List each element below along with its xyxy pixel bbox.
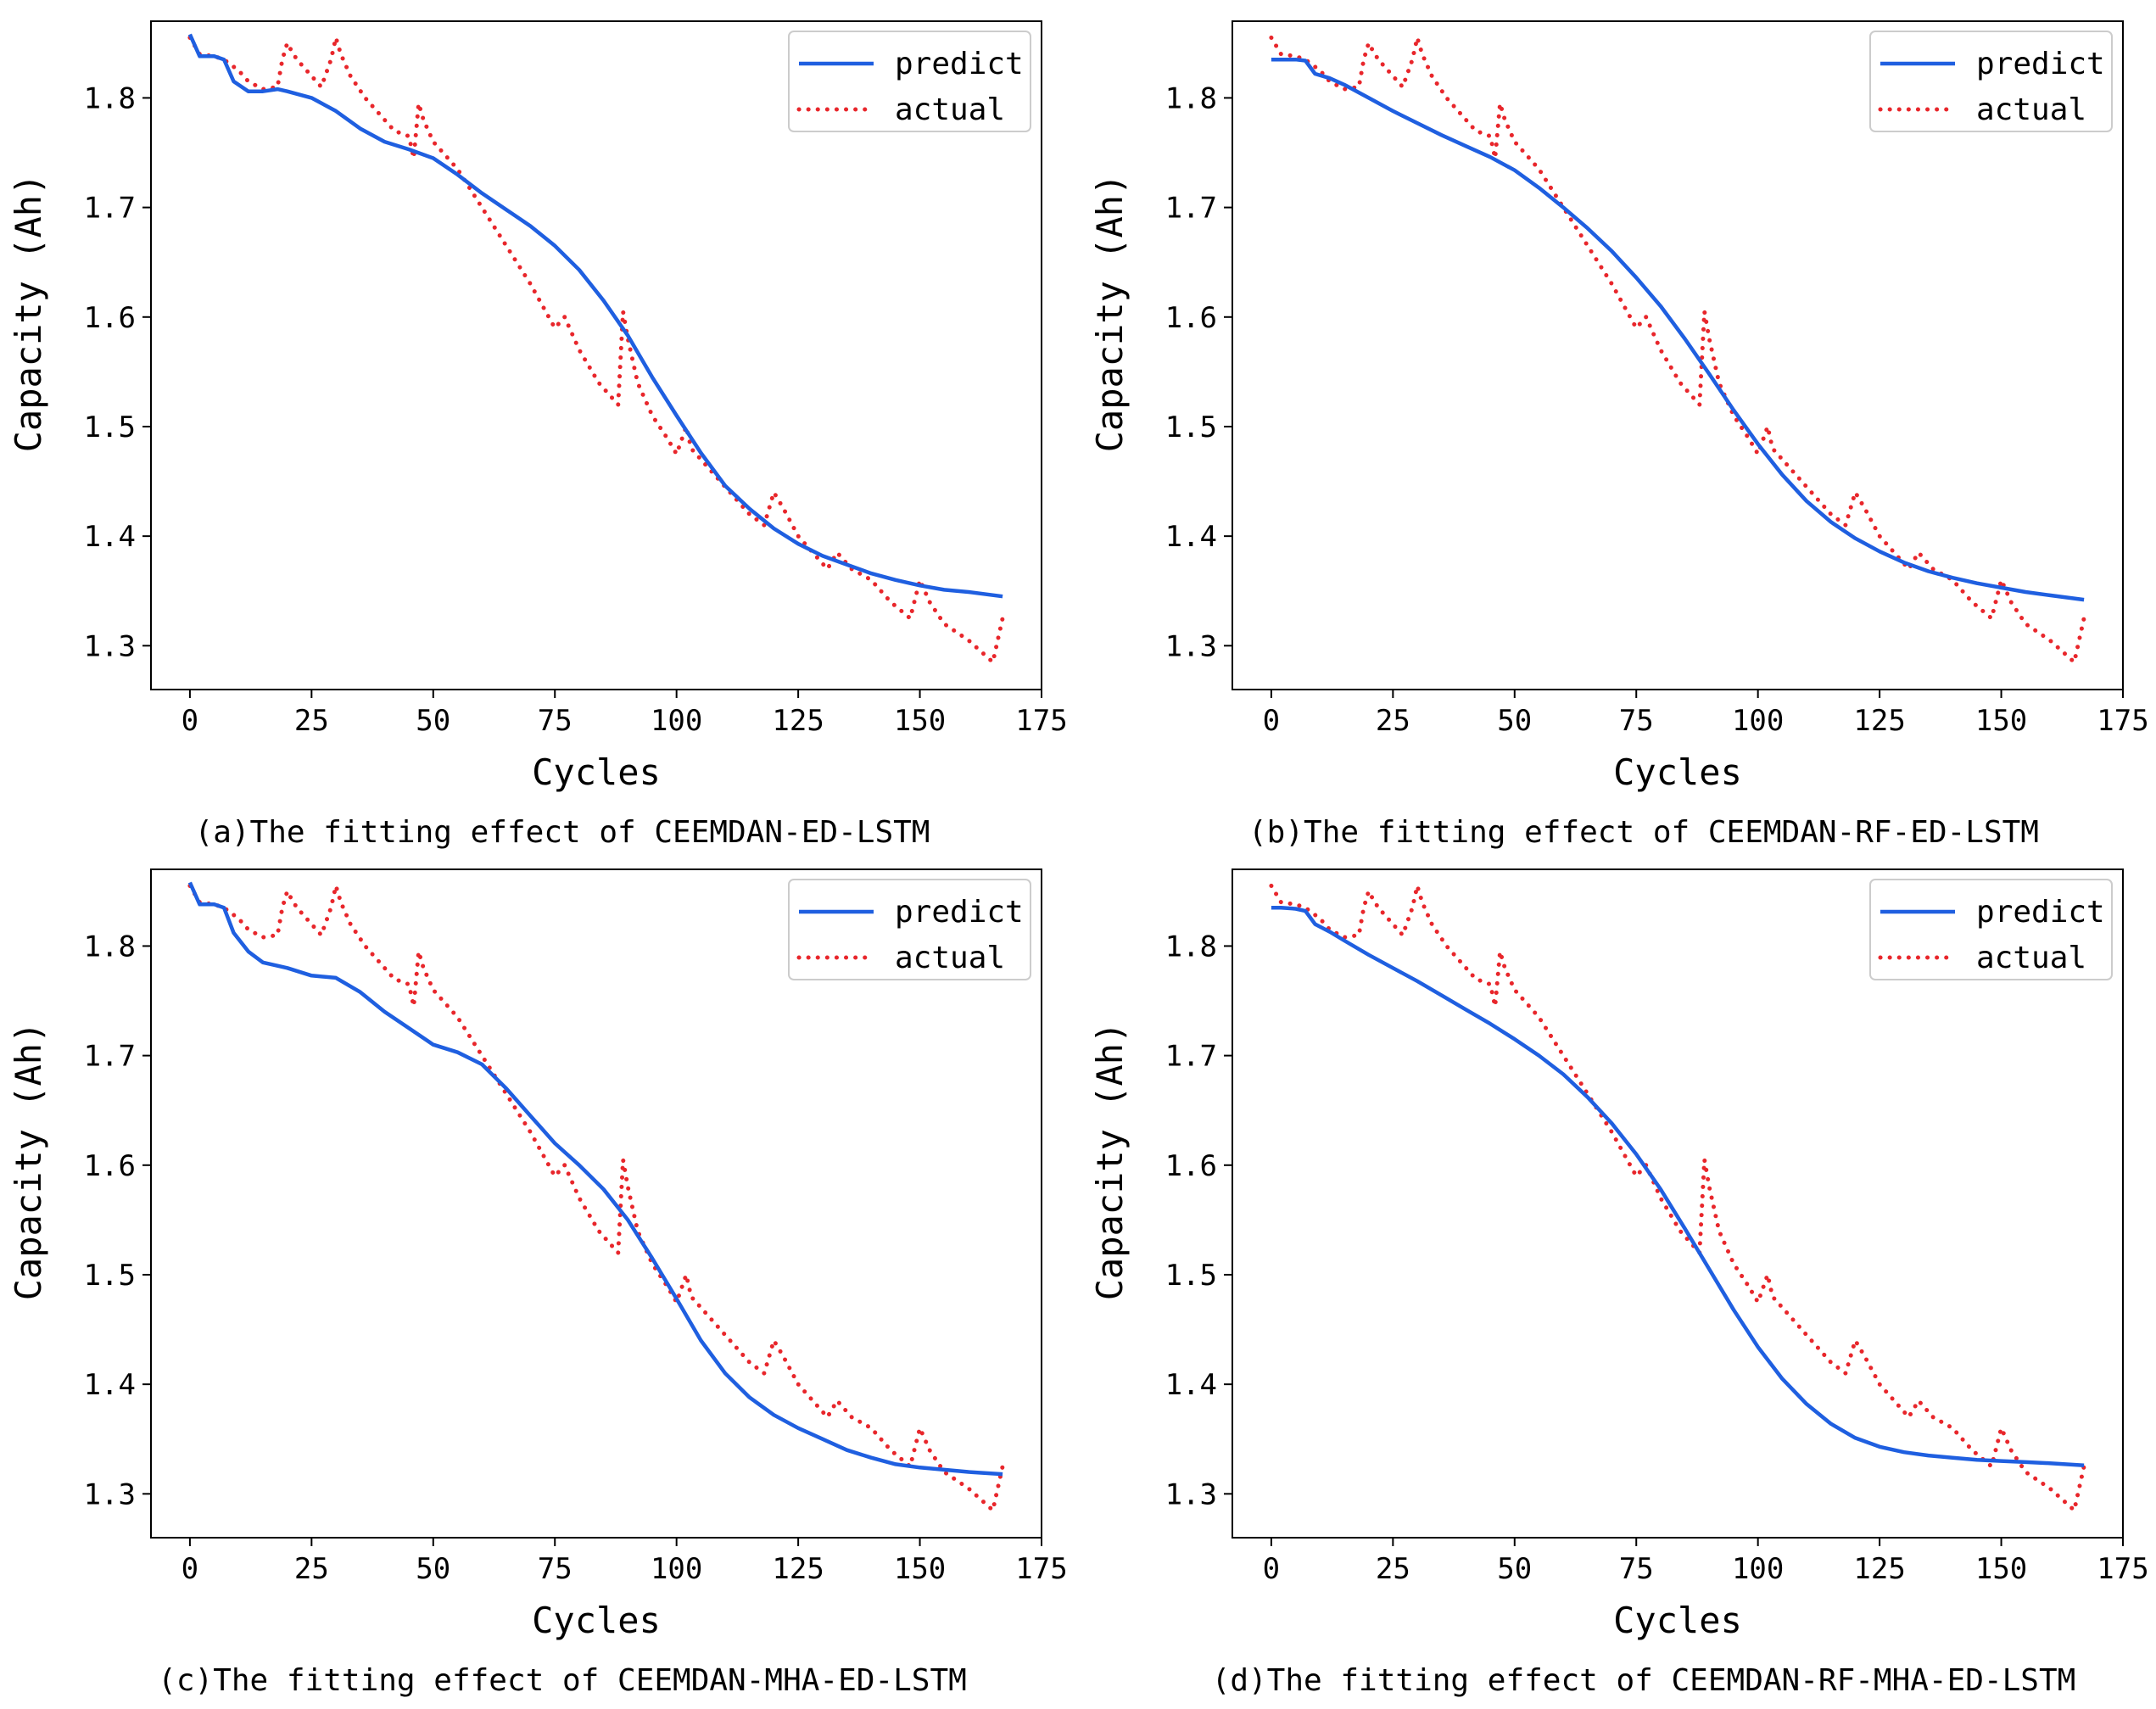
legend-label-actual: actual	[895, 941, 1005, 975]
y-tick-label: 1.6	[1165, 1149, 1217, 1183]
plot-frame	[150, 868, 1042, 1539]
y-tick-label: 1.4	[84, 520, 136, 554]
x-tick-label: 125	[772, 1552, 824, 1586]
x-tick-label: 100	[1732, 704, 1784, 738]
legend-box	[1869, 879, 2113, 980]
y-axis-label: Capacity (Ah)	[1089, 174, 1131, 453]
legend-label-predict: predict	[895, 47, 1024, 81]
x-tick-label: 50	[1497, 1552, 1532, 1586]
y-tick-label: 1.7	[1165, 1040, 1217, 1074]
y-axis-label: Capacity (Ah)	[8, 1022, 49, 1301]
series-line-actual	[187, 883, 1005, 1513]
x-tick-label: 175	[1015, 704, 1067, 738]
y-axis-label: Capacity (Ah)	[8, 174, 49, 453]
x-tick-label: 75	[1619, 704, 1654, 738]
x-tick-label: 150	[1975, 1552, 2027, 1586]
y-tick-label: 1.7	[1165, 192, 1217, 226]
legend-label-predict: predict	[895, 895, 1024, 930]
x-tick-label: 100	[1732, 1552, 1784, 1586]
x-axis-label: Cycles	[532, 1600, 661, 1641]
y-tick-label: 1.8	[1165, 930, 1217, 963]
y-tick-label: 1.6	[84, 301, 136, 335]
y-tick-label: 1.5	[84, 1259, 136, 1293]
y-tick-label: 1.8	[84, 81, 136, 115]
series-line-actual	[187, 35, 1005, 665]
legend-label-predict: predict	[1976, 47, 2105, 81]
x-tick-label: 75	[1619, 1552, 1654, 1586]
x-tick-label: 125	[1853, 704, 1905, 738]
x-tick-label: 25	[294, 1552, 329, 1586]
legend-label-actual: actual	[895, 92, 1005, 127]
series-line-predict	[187, 881, 1003, 1477]
series-line-actual	[1269, 35, 2086, 665]
series-line-predict	[1271, 905, 2085, 1467]
x-tick-label: 100	[651, 704, 702, 738]
x-tick-label: 0	[1263, 704, 1280, 738]
x-tick-label: 0	[182, 704, 198, 738]
x-tick-label: 0	[1263, 1552, 1280, 1586]
legend-label-predict: predict	[1976, 895, 2105, 930]
y-tick-label: 1.3	[1165, 629, 1217, 663]
x-tick-label: 25	[1376, 704, 1410, 738]
x-tick-label: 50	[1497, 704, 1532, 738]
x-tick-label: 125	[1853, 1552, 1905, 1586]
legend-label-actual: actual	[1976, 92, 2086, 127]
x-tick-label: 100	[651, 1552, 702, 1586]
y-tick-label: 1.3	[1165, 1477, 1217, 1511]
y-tick-label: 1.3	[84, 629, 136, 663]
y-tick-label: 1.5	[1165, 1259, 1217, 1293]
chart-panel-a: 0 25 50 75 100 125 150 175 1.3 1.4 1.5 1.6 1.7 1.8 Cyc…	[8, 20, 1068, 850]
legend-label-actual: actual	[1976, 941, 2086, 975]
y-tick-label: 1.4	[1165, 520, 1217, 554]
y-tick-label: 1.3	[84, 1477, 136, 1511]
y-tick-label: 1.5	[84, 410, 136, 444]
x-tick-label: 175	[1015, 1552, 1067, 1586]
y-tick-label: 1.8	[1165, 81, 1217, 115]
x-tick-label: 175	[2097, 704, 2148, 738]
x-tick-label: 25	[294, 704, 329, 738]
series-line-predict	[187, 33, 1003, 599]
x-tick-label: 175	[2097, 1552, 2148, 1586]
y-tick-label: 1.4	[1165, 1368, 1217, 1402]
y-axis-label: Capacity (Ah)	[1089, 1022, 1131, 1301]
x-tick-label: 150	[1975, 704, 2027, 738]
figure-caption: (c)The fitting effect of CEEMDAN-MHA-ED-…	[158, 1663, 967, 1698]
y-tick-label: 1.8	[84, 930, 136, 963]
chart-panel-b: 0 25 50 75 100 125 150 175 1.3 1.4 1.5 1.6 1.7 1.8 Cyc…	[1089, 20, 2149, 850]
figure-caption: (d)The fitting effect of CEEMDAN-RF-MHA-…	[1212, 1663, 2076, 1698]
x-tick-label: 50	[416, 1552, 450, 1586]
chart-panel-c: 0 25 50 75 100 125 150 175 1.3 1.4 1.5 1.6 1.7 1.8 Cyc…	[8, 868, 1068, 1698]
x-tick-label: 50	[416, 704, 450, 738]
plot-frame	[150, 20, 1042, 690]
y-tick-label: 1.6	[84, 1149, 136, 1183]
y-tick-label: 1.6	[1165, 301, 1217, 335]
legend-box	[1869, 31, 2113, 132]
x-tick-label: 150	[894, 704, 946, 738]
legend-box	[788, 879, 1031, 980]
plot-frame	[1232, 868, 2124, 1539]
series-line-predict	[1271, 57, 2085, 602]
y-tick-label: 1.7	[84, 192, 136, 226]
x-tick-label: 0	[182, 1552, 198, 1586]
x-axis-label: Cycles	[532, 751, 661, 793]
figure-caption: (a)The fitting effect of CEEMDAN-ED-LSTM	[195, 815, 930, 850]
x-tick-label: 75	[538, 704, 573, 738]
x-axis-label: Cycles	[1613, 1600, 1742, 1641]
chart-panel-d: 0 25 50 75 100 125 150 175 1.3 1.4 1.5 1.6 1.7 1.8 Cyc…	[1089, 868, 2149, 1698]
legend-box	[788, 31, 1031, 132]
x-tick-label: 125	[772, 704, 824, 738]
figure-caption: (b)The fitting effect of CEEMDAN-RF-ED-L…	[1248, 815, 2039, 850]
x-tick-label: 150	[894, 1552, 946, 1586]
plot-frame	[1232, 20, 2124, 690]
y-tick-label: 1.7	[84, 1040, 136, 1074]
x-axis-label: Cycles	[1613, 751, 1742, 793]
x-tick-label: 75	[538, 1552, 573, 1586]
y-tick-label: 1.4	[84, 1368, 136, 1402]
x-tick-label: 25	[1376, 1552, 1410, 1586]
y-tick-label: 1.5	[1165, 410, 1217, 444]
